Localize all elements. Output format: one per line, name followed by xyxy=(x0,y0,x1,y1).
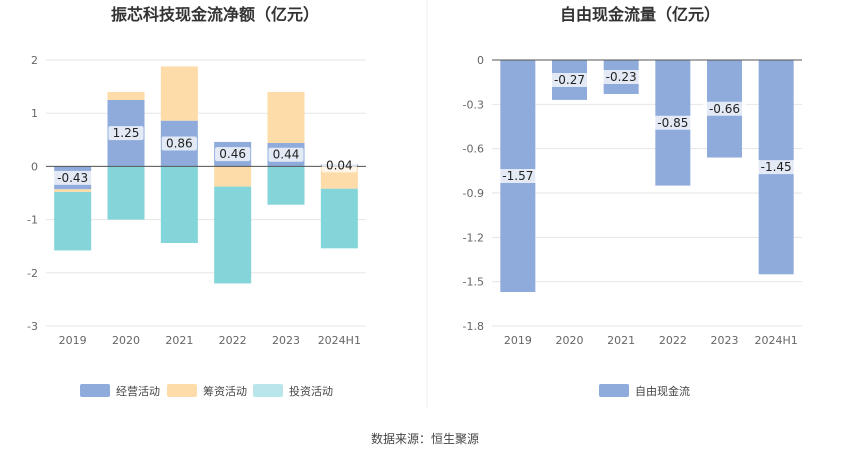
data-label-background xyxy=(321,158,357,173)
free-cash-flow-chart: 自由现金流量（亿元） 0 -0.3 -0.6 -0.9 -1.2 -1.5 -1.8 -1.… xyxy=(463,5,802,398)
bar-financing xyxy=(214,166,252,187)
data-label-background xyxy=(548,72,591,87)
data-label-background xyxy=(496,169,540,184)
data-label-background xyxy=(651,115,695,130)
bar-financing xyxy=(107,91,145,100)
bar-investing xyxy=(160,166,198,244)
x-tick-label: 2019 xyxy=(59,334,87,347)
data-label: 0.46 xyxy=(219,147,246,161)
x-axis-ticks: 2019 2020 2021 2022 2023 2024H1 xyxy=(59,334,361,347)
bar-financing xyxy=(54,189,92,192)
bar-investing xyxy=(54,191,92,251)
bar-financing xyxy=(267,91,305,143)
data-label: -1.45 xyxy=(761,160,792,174)
grid-lines xyxy=(492,59,802,327)
legend-swatch-financing xyxy=(167,384,197,397)
data-labels: -1.57 -0.27 -0.23 -0.85 -0.66 -1.45 xyxy=(496,69,798,184)
y-axis-ticks: 0 -0.3 -0.6 -0.9 -1.2 -1.5 -1.8 xyxy=(463,54,484,333)
data-label: 1.25 xyxy=(113,126,140,140)
x-tick-label: 2022 xyxy=(219,334,247,347)
data-label-background xyxy=(108,126,144,141)
bar-investing xyxy=(267,166,305,205)
legend-label-investing: 投资活动 xyxy=(289,384,333,398)
x-tick-label: 2021 xyxy=(165,334,193,347)
y-axis-ticks: 2 1 0 -1 -2 -3 xyxy=(27,54,38,333)
bar-investing xyxy=(107,166,145,220)
chart-title: 振芯科技现金流净额（亿元） xyxy=(111,5,319,24)
x-tick-label: 2023 xyxy=(711,334,739,347)
legend-item-financing[interactable]: 筹资活动 xyxy=(167,384,247,398)
y-tick-label: -0.3 xyxy=(463,98,484,111)
y-tick-label: 2 xyxy=(31,54,38,67)
bar-investing xyxy=(320,188,358,249)
legend-item-operating[interactable]: 经营活动 xyxy=(80,384,160,398)
x-tick-label: 2020 xyxy=(556,334,584,347)
y-tick-label: -3 xyxy=(27,320,38,333)
legend-label-operating: 经营活动 xyxy=(116,384,160,398)
bar-financing xyxy=(160,66,198,121)
legend: 自由现金流 xyxy=(599,384,690,398)
data-label: 0.04 xyxy=(326,158,353,172)
legend-label-financing: 筹资活动 xyxy=(203,384,247,398)
y-tick-label: -1.8 xyxy=(463,320,484,333)
data-label-background xyxy=(161,136,197,151)
data-label: -1.57 xyxy=(502,169,533,183)
bars xyxy=(500,60,794,293)
legend-item-investing[interactable]: 投资活动 xyxy=(253,384,333,398)
x-tick-label: 2024H1 xyxy=(755,334,798,347)
y-tick-label: 0 xyxy=(477,54,484,67)
y-tick-label: 1 xyxy=(31,107,38,120)
x-tick-label: 2020 xyxy=(112,334,140,347)
data-label-background xyxy=(51,170,95,185)
legend-swatch-investing xyxy=(253,384,283,397)
bars xyxy=(54,66,358,284)
x-tick-label: 2024H1 xyxy=(318,334,361,347)
bar-investing xyxy=(214,186,252,284)
y-tick-label: -2 xyxy=(27,267,38,280)
data-label-background xyxy=(215,147,251,162)
data-source: 数据来源：恒生聚源 xyxy=(371,431,479,446)
legend-swatch-operating xyxy=(80,384,110,397)
grid-lines xyxy=(46,59,366,327)
data-label: -0.23 xyxy=(606,70,637,84)
x-axis-ticks: 2019 2020 2021 2022 2023 2024H1 xyxy=(504,334,798,347)
y-tick-label: -0.9 xyxy=(463,187,484,200)
data-labels: -0.43 1.25 0.86 0.46 0.44 0.04 xyxy=(51,126,357,185)
legend: 经营活动 筹资活动 投资活动 xyxy=(80,384,333,398)
data-label-background xyxy=(703,101,746,116)
y-tick-label: 0 xyxy=(31,160,38,173)
legend-swatch-free-cash xyxy=(599,384,629,397)
y-tick-label: -1.2 xyxy=(463,231,484,244)
cash-flow-chart: 振芯科技现金流净额（亿元） 2 1 0 -1 -2 -3 -0.43 1.25 0.86 0.4… xyxy=(27,5,366,398)
legend-item-free-cash[interactable]: 自由现金流 xyxy=(599,384,690,398)
data-label: -0.27 xyxy=(554,73,585,87)
chart-title: 自由现金流量（亿元） xyxy=(560,5,720,24)
x-tick-label: 2023 xyxy=(272,334,300,347)
x-tick-label: 2021 xyxy=(607,334,635,347)
data-label: -0.66 xyxy=(709,102,740,116)
data-label-background xyxy=(599,69,643,84)
y-tick-label: -1.5 xyxy=(463,276,484,289)
data-label: 0.86 xyxy=(166,137,193,151)
data-label: -0.43 xyxy=(57,171,88,185)
data-label-background xyxy=(754,160,798,175)
data-label: 0.44 xyxy=(273,148,300,162)
legend-label-free-cash: 自由现金流 xyxy=(635,384,690,398)
x-tick-label: 2022 xyxy=(659,334,687,347)
data-label: -0.85 xyxy=(657,116,688,130)
y-tick-label: -0.6 xyxy=(463,143,484,156)
y-tick-label: -1 xyxy=(27,214,38,227)
x-tick-label: 2019 xyxy=(504,334,532,347)
data-label-background xyxy=(268,147,304,162)
